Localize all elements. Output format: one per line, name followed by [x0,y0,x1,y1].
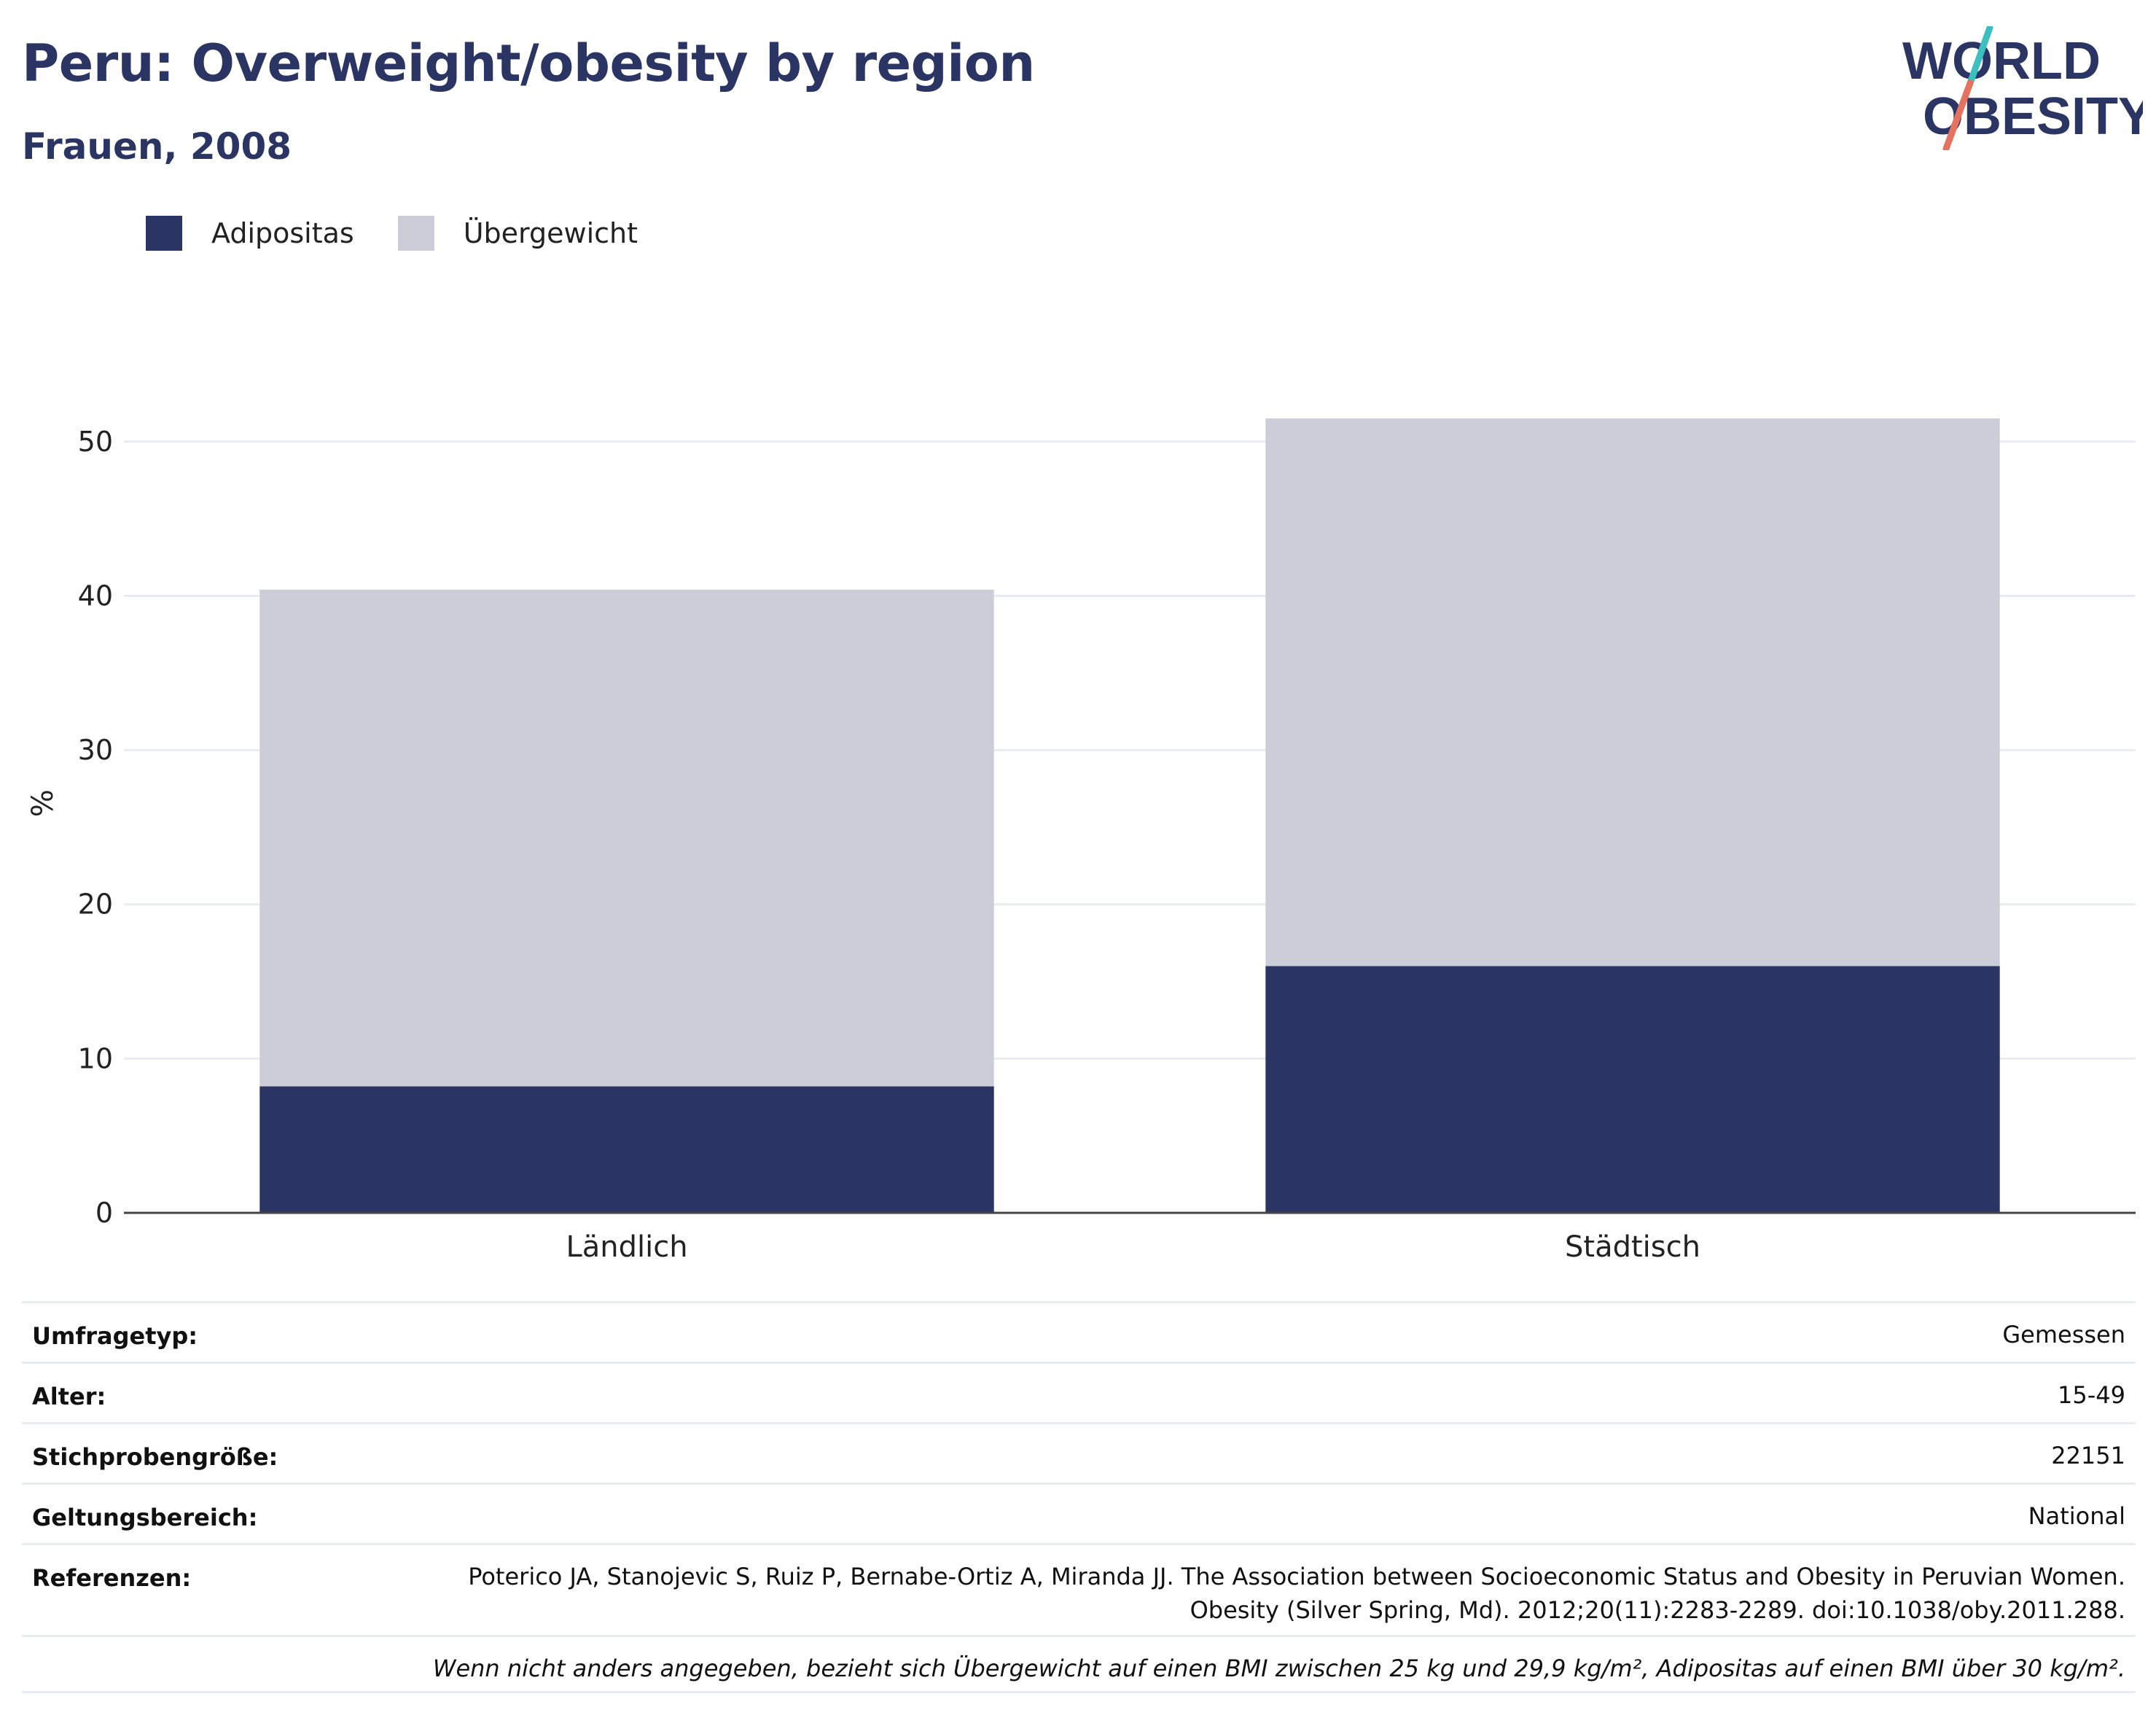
meta-value: National [2028,1502,2125,1530]
y-tick-label: 0 [95,1197,113,1229]
bar-adipositas-1 [1265,966,2000,1213]
bmi-definition-note: Wenn nicht anders angegeben, bezieht sic… [22,1635,2136,1693]
y-tick-label: 20 [78,889,113,921]
meta-row-references: Referenzen: Poterico JA, Stanojevic S, R… [22,1543,2136,1635]
y-tick-label: 50 [78,426,113,458]
chart-subtitle: Frauen, 2008 [22,125,292,168]
meta-row-survey-type: Umfragetyp: Gemessen [22,1301,2136,1362]
y-tick-label: 30 [78,734,113,766]
meta-key: Geltungsbereich: [32,1504,258,1531]
meta-value: 15-49 [2058,1381,2125,1409]
stacked-bar-chart: 0 10 20 30 40 50% Ländlich Städtisch [26,418,2136,1264]
meta-key: Umfragetyp: [32,1322,198,1350]
y-tick-label: 10 [78,1042,113,1074]
meta-key: Stichprobengröße: [32,1443,278,1471]
world-obesity-logo: WORLD OBESITY [1902,26,2143,150]
logo-slash-teal [1966,26,1993,87]
legend-label-uebergewicht: Übergewicht [463,217,638,249]
legend-item-adipositas[interactable]: Adipositas [146,216,354,251]
meta-value: 22151 [2051,1442,2125,1469]
y-axis-label: % [26,789,60,817]
metadata-table: Umfragetyp: Gemessen Alter: 15-49 Stichp… [22,1301,2136,1693]
meta-value: Gemessen [2002,1321,2125,1348]
meta-value-reference: Poterico JA, Stanojevic S, Ruiz P, Berna… [468,1563,2125,1624]
logo-slash-coral [1942,79,1974,150]
legend: Adipositas Übergewicht [146,216,681,251]
meta-key: Referenzen: [32,1564,192,1592]
meta-row-sample-size: Stichprobengröße: 22151 [22,1422,2136,1483]
meta-row-coverage: Geltungsbereich: National [22,1483,2136,1543]
x-tick-label: Städtisch [1565,1230,1700,1264]
meta-row-age: Alter: 15-49 [22,1362,2136,1422]
chart-title: Peru: Overweight/obesity by region [22,34,1035,93]
y-tick-label: 40 [78,579,113,612]
logo-word-world: WORLD [1902,32,2101,90]
meta-key: Alter: [32,1383,106,1410]
legend-swatch-uebergewicht [397,216,434,251]
bar-adipositas-0 [259,1086,994,1213]
bar-uebergewicht-0 [259,589,994,1087]
legend-swatch-adipositas [146,216,182,251]
legend-label-adipositas: Adipositas [211,217,354,249]
x-tick-label: Ländlich [566,1230,687,1264]
legend-item-uebergewicht[interactable]: Übergewicht [397,216,638,251]
bar-uebergewicht-1 [1265,418,2000,966]
